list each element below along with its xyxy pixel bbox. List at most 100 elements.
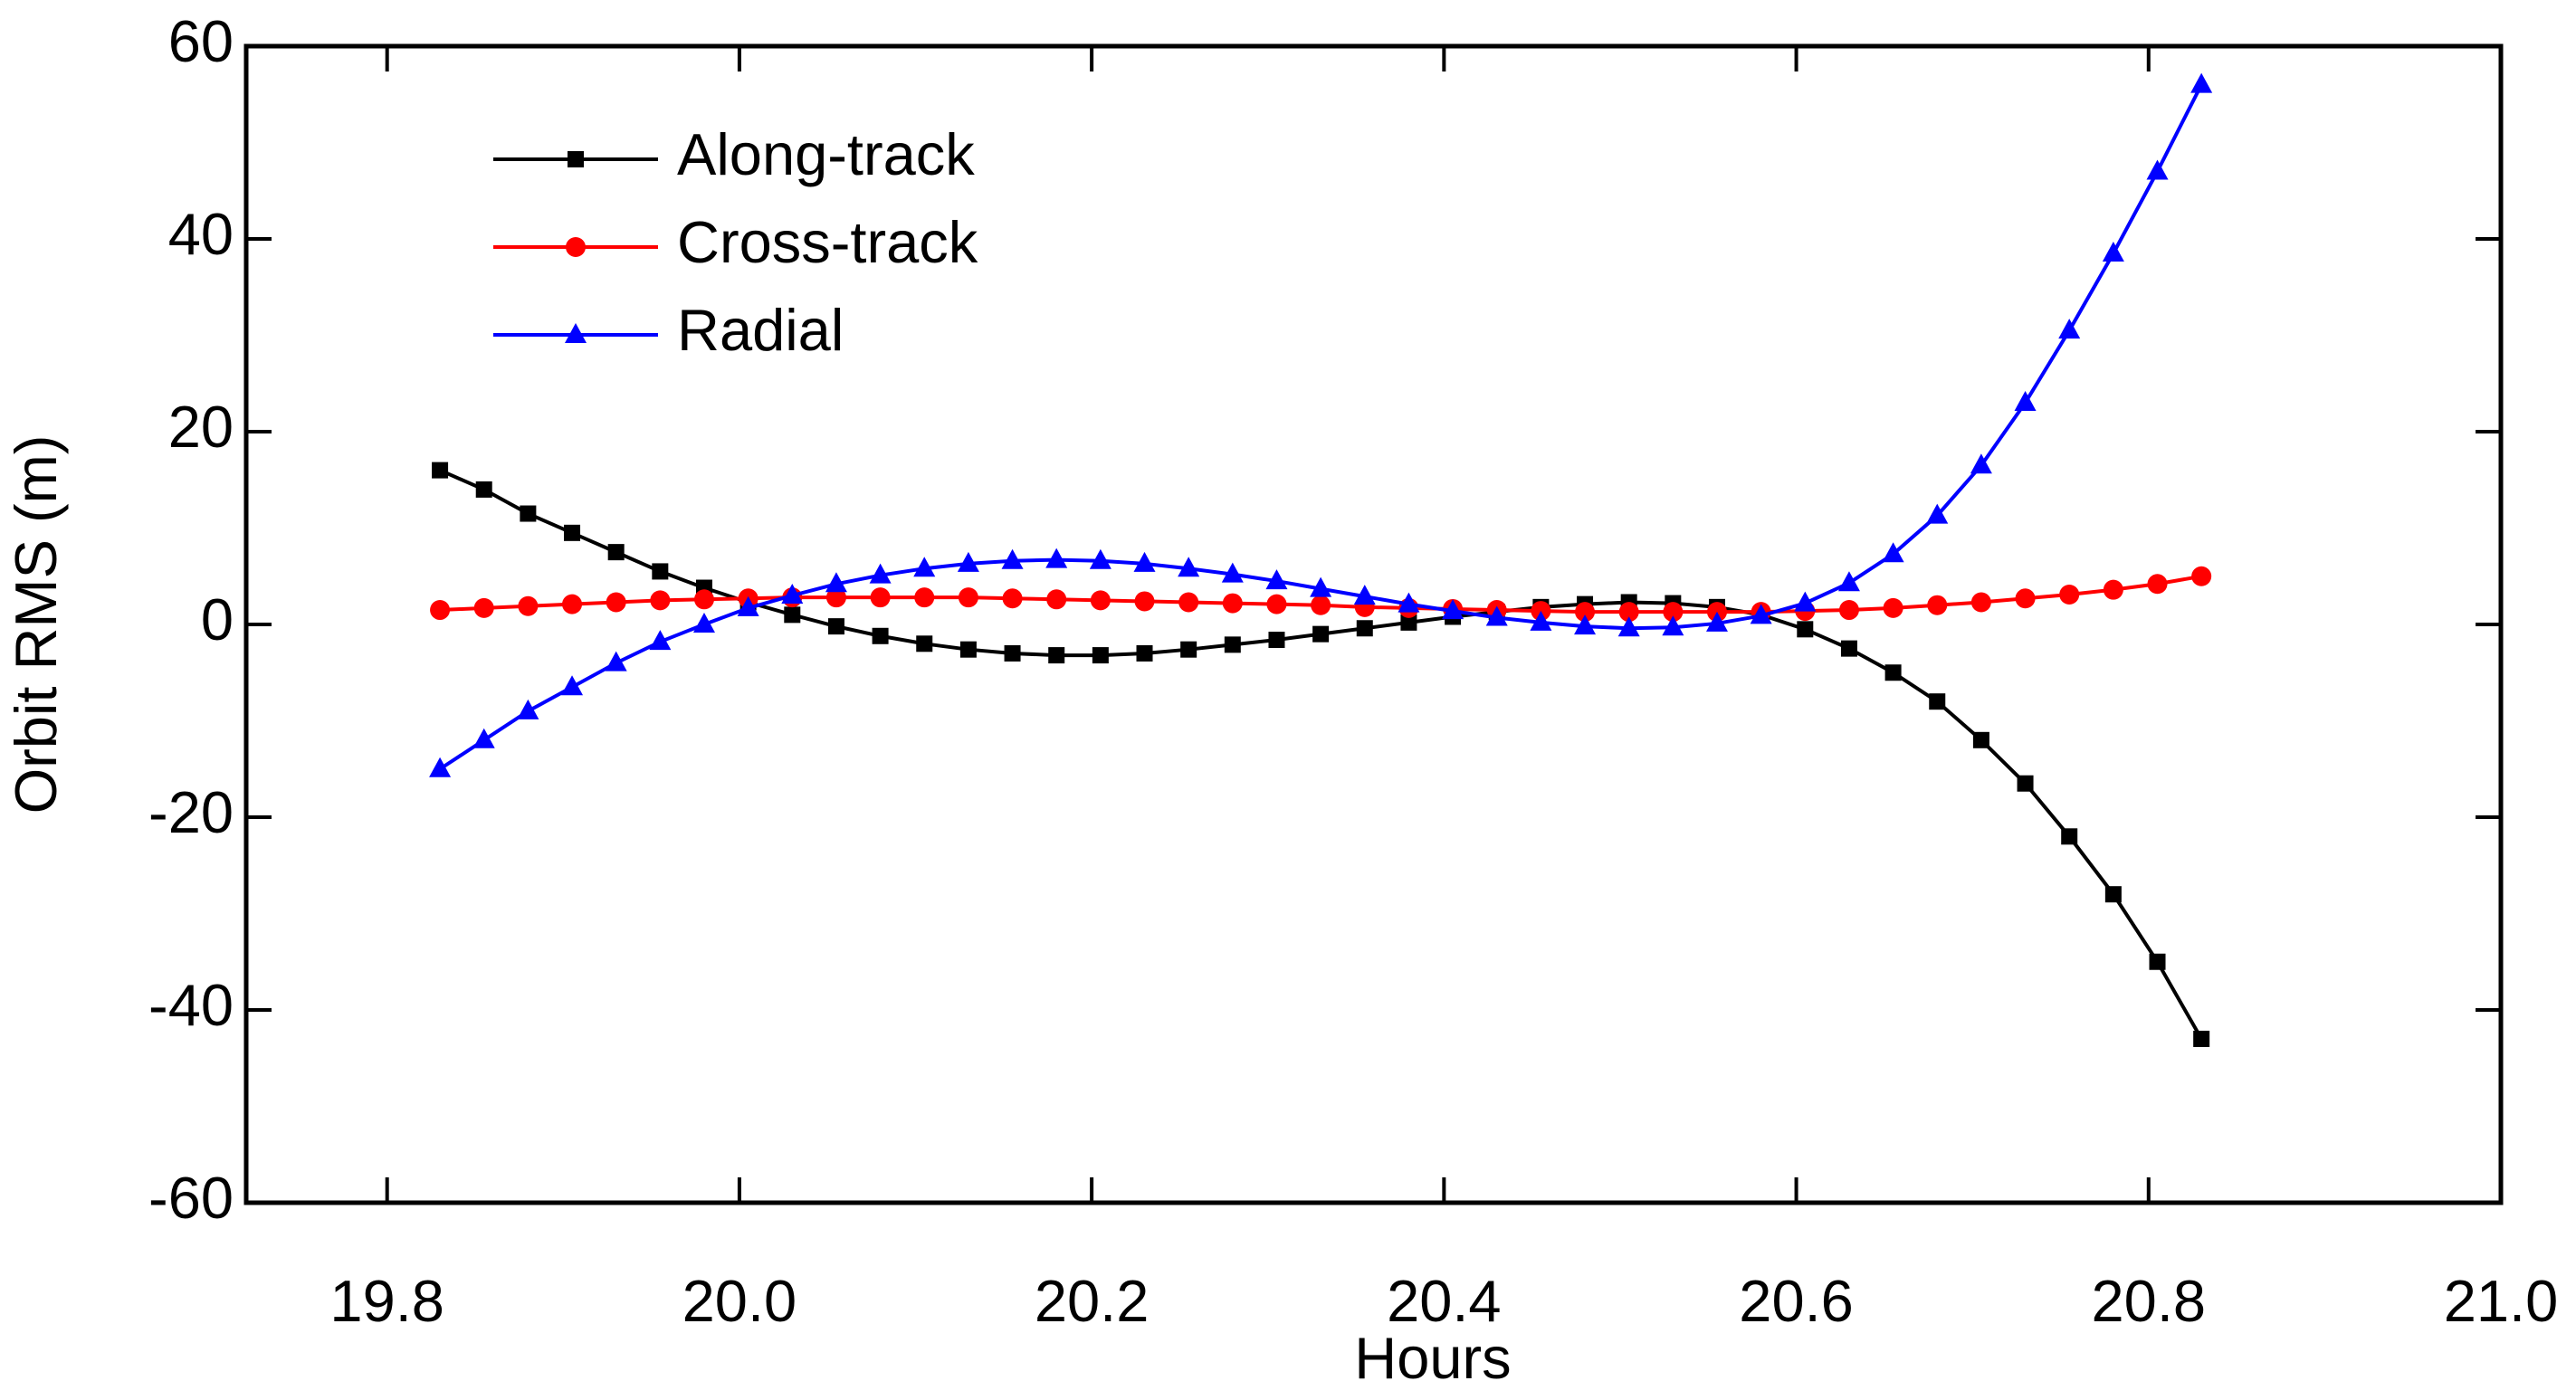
legend-label: Radial [677,297,844,363]
data-point [1530,610,1552,631]
data-point [561,675,584,696]
data-point [1797,621,1814,638]
data-point [1180,641,1197,658]
data-point [1222,593,1243,614]
data-point [650,590,671,611]
data-point [1311,595,1331,615]
data-point [1618,602,1639,623]
data-point [1485,605,1508,626]
data-point [430,600,451,621]
data-point [564,524,581,541]
data-point [1004,644,1021,662]
data-point [1178,592,1199,613]
data-point [1178,557,1200,577]
data-point [959,641,977,658]
data-point [2017,775,2034,792]
x-tick-label: 19.8 [329,1268,444,1334]
data-point [825,572,847,593]
data-point [649,630,672,651]
legend-marker [566,237,586,257]
data-point [1266,594,1287,614]
data-point [916,635,933,652]
data-point [1310,576,1332,597]
x-tick-label: 20.0 [682,1268,797,1334]
x-tick-label: 21.0 [2444,1268,2559,1334]
data-point [1927,595,1948,615]
y-tick-label: 40 [168,201,234,267]
data-point [1884,664,1902,681]
data-point [1224,636,1241,653]
x-tick-label: 20.6 [1739,1268,1854,1334]
data-point [2058,319,2081,339]
data-point [1574,614,1597,635]
data-point [737,595,759,616]
data-point [1837,571,1860,592]
data-point [473,597,494,618]
legend-marker [568,151,584,167]
data-point [1794,591,1817,612]
data-point [914,587,935,608]
data-point [1002,588,1023,609]
x-tick-label: 20.8 [2092,1268,2207,1334]
data-point [1136,644,1153,662]
y-tick-label: -20 [148,779,234,845]
data-point [784,606,801,624]
plot-frame [243,43,2504,1205]
data-point [827,618,844,635]
data-point [1046,589,1067,610]
data-point [1400,614,1417,631]
data-point [1882,542,1904,563]
data-point [1134,591,1155,612]
data-point [693,589,714,610]
data-point [1926,503,1949,524]
data-point [432,462,449,479]
data-point [1617,616,1640,637]
x-tick-label: 20.2 [1035,1268,1150,1334]
legend-label: Along-track [677,121,975,187]
y-tick-label: 0 [201,586,234,652]
data-point [1356,620,1373,637]
data-point [605,651,627,671]
data-point [1089,548,1111,569]
data-point [870,587,891,608]
data-point [2059,584,2080,605]
data-point [2191,566,2212,586]
data-point [2103,579,2123,600]
data-point [1970,592,1991,613]
y-tick-label: 60 [168,8,234,74]
data-point [1353,585,1376,605]
data-point [2015,588,2036,609]
data-point [1442,599,1465,620]
data-point [692,613,715,633]
data-point [562,594,583,614]
data-point [1972,731,1989,748]
data-point [520,505,537,522]
data-point [1221,562,1244,583]
data-point [1398,592,1420,613]
data-point [429,757,452,777]
data-point [1268,632,1285,649]
y-tick-label: -40 [148,972,234,1038]
data-point [1838,600,1859,621]
y-tick-label: -60 [148,1165,234,1231]
data-point [1840,640,1857,657]
data-point [1575,602,1596,623]
data-point [1048,647,1065,664]
data-point [2147,574,2168,595]
data-point [1001,548,1024,569]
data-point [1750,604,1772,624]
data-point [1045,548,1068,568]
y-tick-label: 20 [168,394,234,460]
data-point [1265,569,1288,590]
data-point [2146,159,2169,180]
data-point [1092,647,1109,664]
data-point [606,592,626,613]
legend-label: Cross-track [677,209,978,275]
data-point [1883,597,1903,618]
data-point [2102,241,2124,262]
data-point [781,584,804,605]
data-point [1663,602,1684,623]
x-axis-label: Hours [1354,1325,1511,1391]
data-point [958,587,978,608]
